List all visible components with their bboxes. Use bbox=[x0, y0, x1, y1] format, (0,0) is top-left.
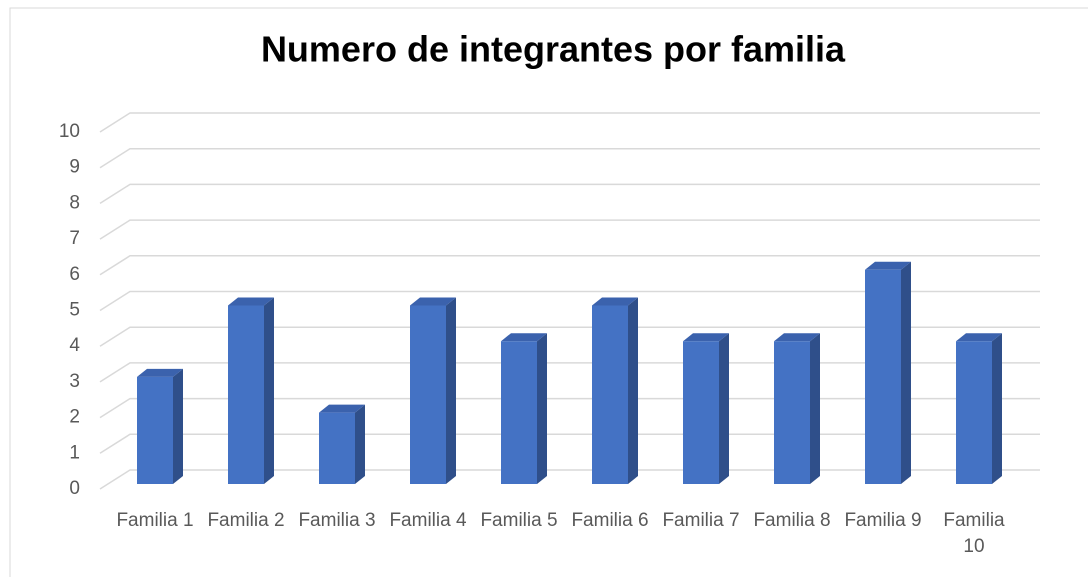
y-tick-label: 4 bbox=[69, 335, 80, 356]
y-tick-label: 5 bbox=[69, 300, 80, 321]
bar-side bbox=[901, 261, 911, 484]
bar bbox=[319, 404, 365, 484]
bar-front bbox=[683, 341, 719, 484]
y-tick-label: 7 bbox=[69, 228, 80, 249]
bar bbox=[137, 368, 183, 484]
bar-side bbox=[537, 333, 547, 484]
bar-side bbox=[992, 333, 1002, 484]
bar-front bbox=[319, 412, 355, 484]
grid-line bbox=[99, 290, 1040, 312]
bar-top bbox=[137, 368, 183, 377]
x-tick-label: Familia 8 bbox=[753, 510, 831, 531]
bar-top bbox=[683, 333, 729, 342]
bar-front bbox=[956, 341, 992, 484]
bar-front bbox=[774, 341, 810, 484]
bar-front bbox=[865, 269, 901, 484]
grid-line bbox=[99, 362, 1040, 383]
grid-line bbox=[99, 326, 1040, 347]
chart-border bbox=[9, 7, 1088, 577]
bar-side bbox=[446, 297, 456, 484]
bar-top bbox=[592, 297, 638, 306]
bar-side bbox=[173, 368, 183, 484]
bar-front bbox=[592, 305, 628, 484]
y-tick-label: 6 bbox=[69, 264, 80, 285]
bar-front bbox=[501, 341, 537, 484]
grid-line bbox=[99, 219, 1040, 240]
bar-side bbox=[719, 333, 729, 484]
bar bbox=[774, 333, 820, 484]
x-tick-label: Familia 9 bbox=[844, 510, 922, 531]
bar-top bbox=[774, 333, 820, 342]
y-tick-label: 2 bbox=[69, 407, 80, 428]
x-tick-label: Familia 3 bbox=[298, 510, 376, 531]
bar-front bbox=[410, 305, 446, 484]
bar bbox=[956, 333, 1002, 484]
x-tick-label: Familia 7 bbox=[662, 510, 740, 531]
grid-line bbox=[99, 183, 1040, 205]
bar-side bbox=[628, 297, 638, 484]
y-tick-label: 8 bbox=[69, 192, 80, 213]
grid-line bbox=[99, 255, 1040, 276]
grid-line bbox=[99, 147, 1040, 169]
bar-side bbox=[355, 404, 365, 484]
y-tick-label: 3 bbox=[69, 371, 80, 392]
bar-front bbox=[137, 376, 173, 484]
grid-line bbox=[99, 397, 1040, 419]
bar-top bbox=[956, 333, 1002, 342]
bar bbox=[410, 297, 456, 484]
x-tick-label: Familia 1 bbox=[116, 510, 194, 531]
bar-top bbox=[228, 297, 274, 306]
bar bbox=[228, 297, 274, 484]
bar-top bbox=[410, 297, 456, 306]
x-tick-label: Familia 10 bbox=[943, 510, 1005, 557]
x-tick-label: Familia 4 bbox=[389, 510, 467, 531]
grid-line bbox=[99, 112, 1040, 133]
chart-title: Numero de integrantes por familia bbox=[261, 29, 846, 70]
grid-line bbox=[99, 433, 1040, 454]
grid-line bbox=[99, 469, 1040, 490]
bar bbox=[592, 297, 638, 484]
bar bbox=[683, 333, 729, 484]
y-tick-label: 1 bbox=[69, 442, 80, 463]
x-tick-label: Familia 6 bbox=[571, 510, 649, 531]
bar-top bbox=[501, 333, 547, 342]
bar bbox=[865, 261, 911, 484]
bar-side bbox=[810, 333, 820, 484]
bar-front bbox=[228, 305, 264, 484]
y-tick-label: 0 bbox=[69, 478, 80, 499]
y-tick-label: 9 bbox=[69, 157, 80, 178]
x-tick-label: Familia 5 bbox=[480, 510, 558, 531]
x-tick-label: Familia 2 bbox=[207, 510, 285, 531]
y-tick-label: 10 bbox=[59, 121, 80, 142]
bar-top bbox=[865, 261, 911, 270]
bar bbox=[501, 333, 547, 484]
bar-top bbox=[319, 404, 365, 413]
bar-side bbox=[264, 297, 274, 484]
